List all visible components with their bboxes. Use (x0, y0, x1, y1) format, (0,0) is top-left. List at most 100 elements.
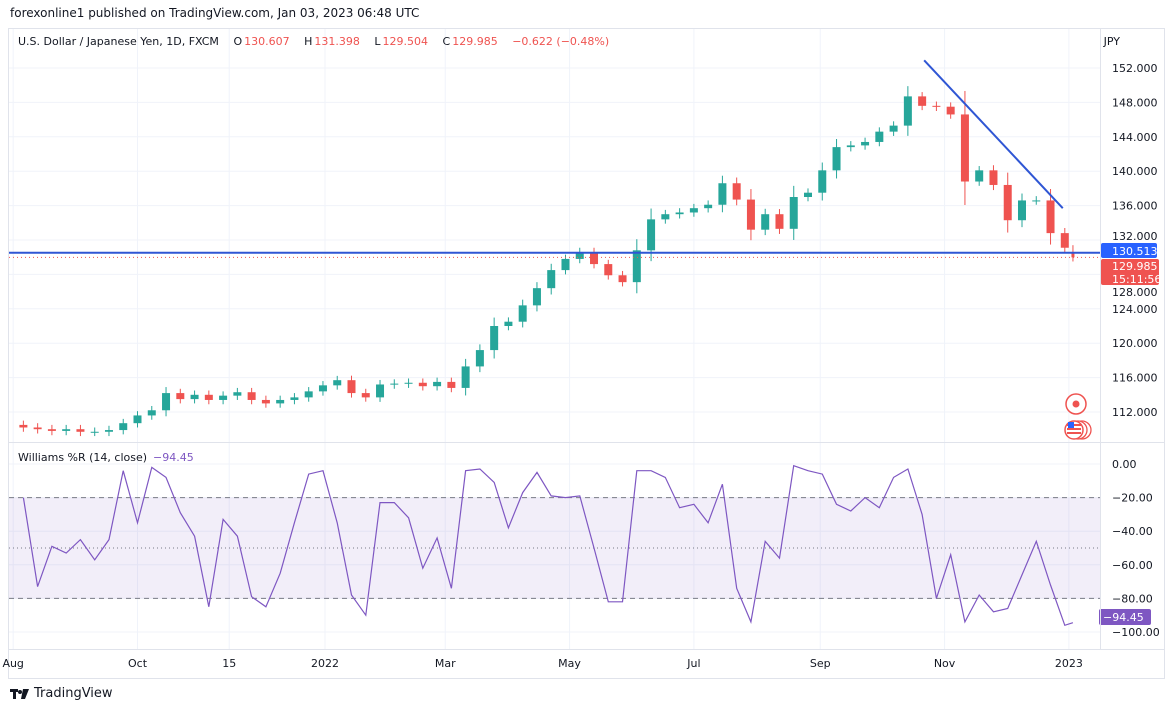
candle[interactable] (376, 379, 385, 402)
candle[interactable] (818, 162, 827, 201)
candle[interactable] (1017, 193, 1026, 228)
candle[interactable] (433, 377, 442, 391)
candle[interactable] (261, 395, 270, 408)
candle[interactable] (361, 388, 370, 402)
candle[interactable] (975, 166, 984, 186)
candle[interactable] (504, 317, 513, 331)
candle[interactable] (604, 259, 613, 280)
candle[interactable] (390, 379, 399, 389)
candle[interactable] (846, 141, 855, 152)
candle[interactable] (190, 390, 199, 404)
indicator-legend[interactable]: Williams %R (14, close) −94.45 (18, 451, 194, 464)
candle-body (62, 429, 71, 431)
publisher-line: forexonline1 published on TradingView.co… (10, 6, 420, 20)
candle[interactable] (804, 188, 813, 202)
time-tick-label: May (558, 657, 581, 670)
candle[interactable] (276, 395, 285, 408)
candle[interactable] (333, 375, 342, 390)
candle[interactable] (675, 208, 684, 219)
candle[interactable] (532, 282, 541, 312)
candle-body (447, 381, 456, 388)
candle[interactable] (789, 185, 798, 240)
candle[interactable] (632, 239, 641, 294)
candle[interactable] (1003, 172, 1012, 233)
candle[interactable] (318, 381, 327, 396)
candle[interactable] (832, 138, 841, 179)
candle[interactable] (404, 378, 413, 388)
candle[interactable] (590, 247, 599, 269)
candle[interactable] (233, 387, 242, 400)
trendline[interactable] (923, 59, 1064, 209)
candle[interactable] (219, 391, 228, 405)
candle[interactable] (689, 203, 698, 217)
time-tick-label: Mar (435, 657, 456, 670)
candle[interactable] (133, 411, 142, 428)
candle[interactable] (903, 86, 912, 136)
candle[interactable] (62, 424, 71, 436)
candle-body (119, 423, 128, 431)
indicator-tick-label: −80.00 (1112, 592, 1153, 605)
close-label: C (442, 35, 451, 48)
candle[interactable] (761, 208, 770, 236)
candle[interactable] (718, 175, 727, 213)
candle[interactable] (461, 358, 470, 396)
indicator-name: Williams %R (14, close) (18, 451, 148, 464)
candle[interactable] (475, 344, 484, 373)
candle[interactable] (732, 177, 741, 206)
candle-body (1046, 200, 1055, 234)
candle[interactable] (1060, 228, 1069, 253)
candle[interactable] (33, 423, 42, 434)
candle[interactable] (746, 189, 755, 241)
candle[interactable] (1032, 196, 1041, 205)
candle[interactable] (490, 317, 499, 359)
currency-label: JPY (1103, 35, 1120, 48)
candle[interactable] (19, 420, 28, 432)
price-tick-label: 136.000 (1112, 200, 1158, 213)
candle[interactable] (347, 375, 356, 398)
candle[interactable] (704, 200, 713, 213)
candle[interactable] (889, 121, 898, 136)
candle[interactable] (76, 424, 85, 437)
candle[interactable] (447, 377, 456, 393)
candle[interactable] (946, 102, 955, 119)
candle[interactable] (147, 405, 156, 420)
candle[interactable] (575, 247, 584, 264)
candle[interactable] (932, 101, 941, 111)
candle[interactable] (547, 263, 556, 295)
candle-body (718, 183, 727, 205)
high-label: H (304, 35, 313, 48)
us-flag-economic-event-icon[interactable] (1064, 420, 1092, 440)
event-marker-icon[interactable] (1065, 393, 1087, 415)
close-value: 129.985 (452, 35, 498, 48)
indicator-tick-label: −20.00 (1112, 492, 1153, 505)
candle[interactable] (176, 388, 185, 404)
candle[interactable] (204, 390, 213, 405)
candle[interactable] (518, 299, 527, 328)
candle[interactable] (618, 270, 627, 287)
candle[interactable] (162, 387, 171, 417)
candle[interactable] (960, 90, 969, 205)
candle[interactable] (775, 209, 784, 234)
low-value: 129.504 (382, 35, 429, 48)
candle[interactable] (989, 165, 998, 191)
symbol-legend[interactable]: U.S. Dollar / Japanese Yen, 1D, FXCM O 13… (18, 35, 611, 48)
candle[interactable] (290, 393, 299, 405)
tradingview-logo[interactable]: TradingView (10, 686, 113, 701)
candle-body (618, 275, 627, 283)
candle[interactable] (304, 387, 313, 402)
candle[interactable] (247, 387, 256, 405)
candle[interactable] (418, 378, 427, 391)
candle[interactable] (861, 137, 870, 150)
candle[interactable] (918, 92, 927, 111)
candle[interactable] (119, 418, 128, 435)
candle[interactable] (561, 254, 570, 275)
candle[interactable] (90, 427, 99, 437)
candle-body (532, 288, 541, 306)
candle[interactable] (47, 424, 56, 436)
candle[interactable] (104, 425, 113, 437)
candle[interactable] (661, 209, 670, 224)
candle-body (133, 415, 142, 424)
candle[interactable] (1046, 189, 1055, 245)
candle[interactable] (875, 127, 884, 147)
